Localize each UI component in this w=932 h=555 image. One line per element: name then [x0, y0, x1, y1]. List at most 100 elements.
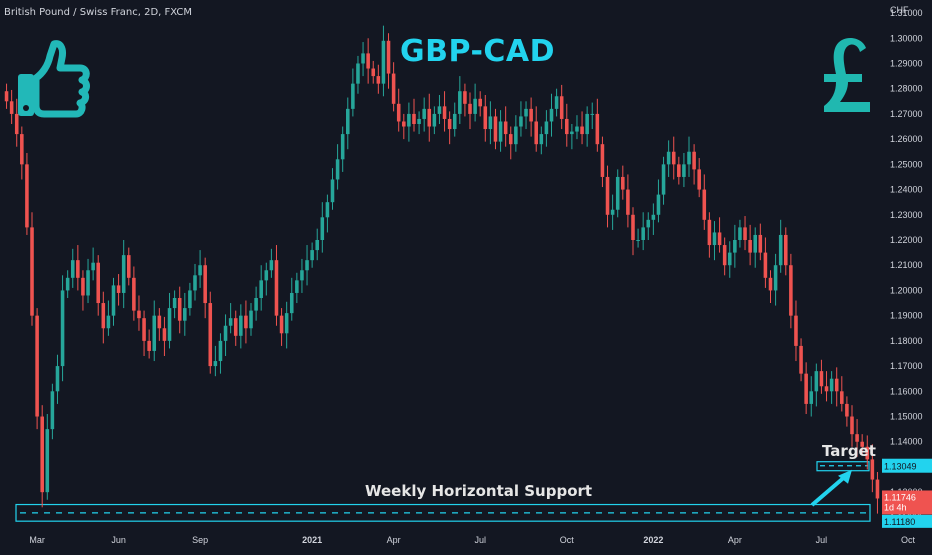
candle-body — [55, 366, 60, 392]
y-tick-label: 1.15000 — [890, 412, 923, 422]
candle-body — [254, 298, 258, 311]
candle-body — [396, 103, 401, 122]
x-tick-label: Apr — [387, 535, 401, 545]
candle-body — [407, 113, 411, 127]
candle-body — [325, 202, 330, 218]
candle-body — [722, 245, 727, 266]
candle-body — [45, 429, 50, 493]
candle-body — [463, 91, 467, 104]
candle-body — [605, 176, 610, 215]
candle-body — [529, 108, 533, 122]
candle-body — [259, 280, 263, 298]
last-price-label: 1.11746 — [884, 492, 916, 502]
candle-body — [733, 240, 737, 253]
candle-body — [687, 151, 691, 165]
candle-body — [356, 63, 360, 84]
candle-body — [183, 308, 187, 321]
candle-body — [692, 151, 696, 170]
candle-body — [386, 40, 391, 74]
countdown-label: 1d 4h — [884, 502, 907, 512]
candle-body — [554, 96, 559, 109]
candle-body — [570, 131, 574, 135]
candle-body — [483, 106, 488, 130]
candle-body — [758, 234, 763, 253]
candle-body — [244, 315, 248, 329]
candle-body — [452, 113, 457, 130]
candle-body — [840, 391, 844, 404]
candle-body — [142, 318, 146, 341]
candle-body — [30, 227, 34, 316]
candle-body — [610, 209, 615, 215]
candle-body — [707, 219, 712, 246]
candle-body — [860, 441, 864, 447]
candle-body — [600, 144, 605, 177]
candle-body — [799, 345, 803, 374]
candle-body — [621, 176, 625, 190]
candle-body — [330, 179, 335, 203]
candle-body — [432, 113, 437, 127]
candle-body — [651, 214, 656, 220]
candle-body — [157, 315, 162, 329]
candle-body — [274, 260, 279, 316]
candle-body — [783, 234, 788, 266]
candle-body — [626, 189, 630, 215]
y-tick-label: 1.19000 — [890, 311, 923, 321]
y-tick-label: 1.25000 — [890, 159, 923, 169]
candle-body — [437, 106, 442, 114]
target-price-tag — [882, 458, 932, 473]
candle-body — [544, 121, 549, 135]
target-arrowhead — [838, 469, 852, 484]
candle-body — [188, 290, 192, 309]
support-label: Weekly Horizontal Support — [365, 482, 593, 500]
candle-body — [162, 328, 167, 341]
candle-body — [738, 227, 742, 240]
candle-body — [264, 270, 269, 281]
candle-body — [361, 53, 365, 64]
candle-body — [4, 91, 9, 102]
candle-body — [177, 298, 182, 321]
candle-body — [284, 313, 289, 334]
y-tick-label: 1.31000 — [890, 8, 923, 18]
candle-body — [35, 315, 39, 417]
candle-body — [167, 308, 172, 341]
candle-body — [855, 434, 859, 442]
candle-body — [340, 134, 345, 160]
x-tick-label: 2021 — [302, 535, 322, 545]
candle-body — [76, 260, 80, 278]
candle-body — [834, 378, 839, 392]
candle-body — [310, 250, 314, 261]
candle-body — [417, 118, 421, 124]
target-price-label: 1.13049 — [884, 462, 917, 472]
candle-body — [335, 159, 340, 180]
candle-body — [391, 73, 396, 104]
candle-body — [534, 121, 539, 145]
candle-body — [402, 121, 406, 127]
candle-body — [40, 416, 44, 493]
candle-body — [91, 262, 95, 271]
y-tick-label: 1.26000 — [890, 134, 923, 144]
candle-body — [345, 108, 350, 135]
y-tick-label: 1.14000 — [890, 437, 923, 447]
target-zone — [816, 461, 870, 472]
candle-body — [712, 232, 717, 246]
candle-body — [233, 318, 238, 336]
candle-body — [193, 275, 197, 291]
candle-body — [514, 126, 518, 145]
x-tick-label: Apr — [728, 535, 742, 545]
candle-body — [152, 315, 157, 351]
candle-body — [213, 361, 218, 367]
y-tick-label: 1.27000 — [890, 109, 923, 119]
axis-unit-label: CHF — [890, 5, 909, 15]
x-tick-label: Mar — [29, 535, 45, 545]
candle-body — [228, 318, 233, 326]
candle-body — [121, 255, 126, 293]
x-tick-label: 2022 — [643, 535, 663, 545]
thumbs-up-icon — [18, 40, 90, 118]
y-tick-label: 1.28000 — [890, 84, 923, 94]
x-tick-label: Oct — [901, 535, 916, 545]
candle-body — [106, 315, 111, 329]
candle-body — [50, 391, 55, 430]
candle-body — [468, 103, 472, 114]
